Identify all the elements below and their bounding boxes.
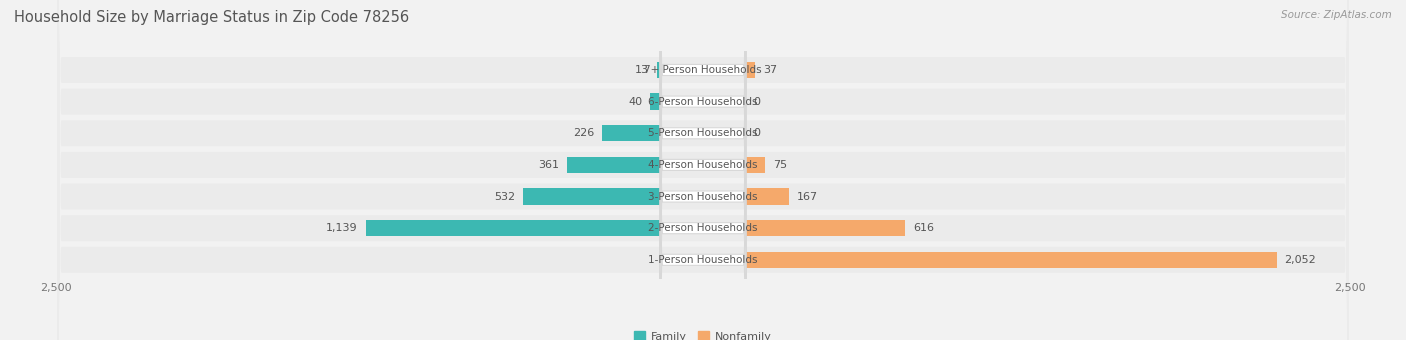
Text: 0: 0: [754, 128, 761, 138]
FancyBboxPatch shape: [58, 0, 1348, 340]
Text: 4-Person Households: 4-Person Households: [648, 160, 758, 170]
Bar: [745, 220, 905, 236]
FancyBboxPatch shape: [58, 0, 1348, 340]
Bar: [745, 252, 1277, 268]
Text: Household Size by Marriage Status in Zip Code 78256: Household Size by Marriage Status in Zip…: [14, 10, 409, 25]
Bar: [366, 220, 661, 236]
FancyBboxPatch shape: [661, 12, 745, 340]
Text: Source: ZipAtlas.com: Source: ZipAtlas.com: [1281, 10, 1392, 20]
FancyBboxPatch shape: [58, 0, 1348, 340]
Text: 6-Person Households: 6-Person Households: [648, 97, 758, 107]
Text: 2,052: 2,052: [1284, 255, 1316, 265]
Bar: [657, 62, 661, 78]
Text: 7+ Person Households: 7+ Person Households: [644, 65, 762, 75]
Text: 37: 37: [763, 65, 778, 75]
Text: 0: 0: [754, 97, 761, 107]
Text: 75: 75: [773, 160, 787, 170]
Text: 5-Person Households: 5-Person Households: [648, 128, 758, 138]
FancyBboxPatch shape: [661, 0, 745, 340]
Bar: [602, 125, 661, 141]
FancyBboxPatch shape: [661, 0, 745, 340]
FancyBboxPatch shape: [661, 0, 745, 340]
FancyBboxPatch shape: [58, 0, 1348, 340]
Text: 1,139: 1,139: [326, 223, 359, 233]
Bar: [745, 188, 789, 205]
FancyBboxPatch shape: [661, 0, 745, 340]
FancyBboxPatch shape: [58, 0, 1348, 340]
Text: 2-Person Households: 2-Person Households: [648, 223, 758, 233]
Text: 532: 532: [494, 191, 515, 202]
Text: 361: 361: [538, 160, 560, 170]
Text: 226: 226: [572, 128, 595, 138]
Legend: Family, Nonfamily: Family, Nonfamily: [630, 327, 776, 340]
Text: 1-Person Households: 1-Person Households: [648, 255, 758, 265]
Text: 3-Person Households: 3-Person Households: [648, 191, 758, 202]
Bar: [567, 157, 661, 173]
Bar: [650, 94, 661, 110]
Bar: [523, 188, 661, 205]
Text: 616: 616: [912, 223, 934, 233]
FancyBboxPatch shape: [58, 0, 1348, 340]
FancyBboxPatch shape: [661, 0, 745, 340]
Text: 40: 40: [628, 97, 643, 107]
FancyBboxPatch shape: [58, 0, 1348, 340]
Text: 167: 167: [797, 191, 818, 202]
FancyBboxPatch shape: [661, 0, 745, 318]
Bar: [745, 62, 755, 78]
Text: 13: 13: [636, 65, 650, 75]
Bar: [745, 157, 765, 173]
